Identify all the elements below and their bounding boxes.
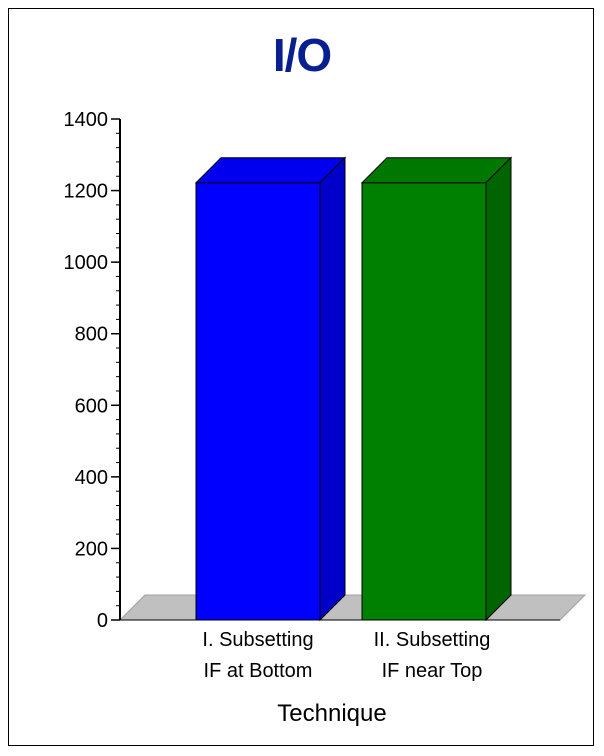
bar-front-2 bbox=[361, 182, 487, 621]
bar-front-1 bbox=[195, 182, 321, 621]
y-tick-label: 0 bbox=[97, 610, 108, 632]
x-category-label: IF at Bottom bbox=[204, 660, 313, 682]
chart-title: I/O bbox=[272, 29, 332, 81]
y-tick-label: 200 bbox=[75, 538, 108, 560]
y-tick-label: 1000 bbox=[64, 252, 109, 274]
y-tick-label: 1400 bbox=[64, 109, 109, 131]
y-tick-label: 400 bbox=[75, 467, 108, 489]
bar-side-2 bbox=[485, 156, 512, 622]
bar-top-1 bbox=[194, 157, 347, 184]
x-category-label: I. Subsetting bbox=[202, 629, 313, 651]
x-category-label: IF near Top bbox=[382, 660, 483, 682]
x-axis-title: Technique bbox=[277, 700, 386, 727]
chart-floor bbox=[118, 594, 587, 621]
y-tick-label: 1200 bbox=[64, 181, 109, 203]
bar-side-1 bbox=[319, 156, 346, 622]
bar-top-2 bbox=[360, 157, 513, 184]
y-tick-label: 800 bbox=[75, 324, 108, 346]
y-tick-label: 600 bbox=[75, 395, 108, 417]
x-category-label: II. Subsetting bbox=[374, 629, 491, 651]
